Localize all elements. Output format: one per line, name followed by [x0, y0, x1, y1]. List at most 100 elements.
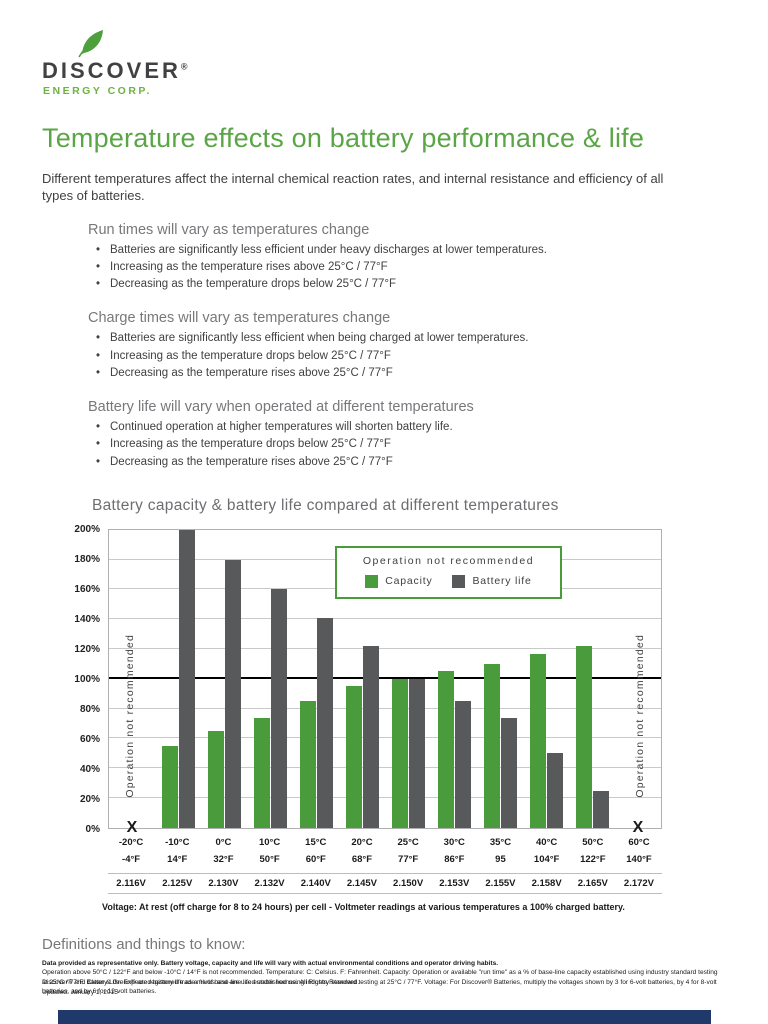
voltage-label: 2.116V — [116, 877, 146, 889]
bullet-item: Batteries are significantly less efficie… — [96, 242, 720, 260]
voltage-label: 2.165V — [577, 877, 608, 889]
next-page-edge-bar — [58, 1010, 711, 1024]
voltage-label: 2.145V — [346, 877, 377, 889]
discover-logo: DISCOVER® ENERGY CORP. — [42, 28, 720, 97]
voltage-label: 2.172V — [623, 877, 655, 889]
bullet-item: Increasing as the temperature rises abov… — [96, 259, 720, 277]
chart-area: 0% 20% 40% 60% 80% 100% 120% 140% 160% 180% 200% O… — [50, 524, 670, 836]
bullet-list: Batteries are significantly less efficie… — [96, 242, 720, 294]
bar-group--10C — [155, 529, 201, 828]
bar-group-10C — [247, 530, 293, 828]
temp-celsius-label: 30°C — [443, 836, 465, 848]
bullet-item: Batteries are significantly less efficie… — [96, 330, 720, 348]
right-not-recommended-annotation: Operation not recommended — [634, 634, 646, 798]
logo-tagline: ENERGY CORP. — [43, 85, 152, 97]
temp-celsius-label: 15°C — [305, 836, 327, 848]
bullet-list: Batteries are significantly less efficie… — [96, 330, 720, 382]
bar-group-40C — [523, 530, 569, 828]
x-axis-labels: -20°C -10°C 0°C 10°C 15°C 20°C 25°C 30°C 35°C 40°… — [108, 837, 662, 894]
bullet-item: Continued operation at higher temperatur… — [96, 419, 720, 437]
battery-life-bar — [178, 529, 195, 828]
y-axis-tick: 60% — [79, 733, 100, 745]
battery-chart: Battery capacity & battery life compared… — [50, 497, 670, 912]
fahrenheit-row: -4°F 14°F 32°F 50°F 60°F 68°F 77°F 86°F 95 104°F 1… — [108, 854, 662, 865]
registered-mark-icon: ® — [180, 61, 188, 72]
y-axis-tick: 80% — [79, 703, 100, 715]
gridline — [109, 648, 661, 650]
temp-fahrenheit-label: 104°F — [533, 853, 560, 865]
temp-fahrenheit-label: 14°F — [167, 853, 188, 865]
y-axis-tick: 180% — [74, 553, 100, 565]
temp-fahrenheit-label: -4°F — [122, 853, 141, 865]
bar-group-0C — [201, 530, 247, 828]
temp-fahrenheit-label: 32°F — [213, 853, 234, 865]
voltage-label: 2.155V — [485, 877, 516, 889]
gridline — [109, 767, 661, 769]
battery-life-bar — [224, 559, 241, 828]
voltage-label: 2.140V — [300, 877, 331, 889]
temp-celsius-label: 60°C — [628, 836, 650, 848]
y-axis-tick: 20% — [79, 793, 100, 805]
battery-life-bar — [592, 790, 609, 828]
temp-fahrenheit-label: 86°F — [444, 853, 465, 865]
bullet-list: Continued operation at higher temperatur… — [96, 419, 720, 471]
battery-life-bar — [454, 701, 471, 828]
page-footer: Discover® and Clean & Green® are registe… — [42, 978, 359, 998]
temp-fahrenheit-label: 140°F — [626, 853, 652, 865]
temp-fahrenheit-label: 122°F — [580, 853, 606, 865]
section-heading: Battery life will vary when operated at … — [88, 399, 474, 416]
chart-legend: Operation not recommended Capacity Batte… — [335, 545, 562, 599]
temp-celsius-label: 20°C — [351, 836, 373, 848]
y-axis-tick: 100% — [74, 673, 100, 685]
bar-group-20C — [339, 530, 385, 828]
section-battery-life: Battery life will vary when operated at … — [88, 399, 720, 471]
reference-line-100pct — [109, 676, 661, 679]
temp-celsius-label: 40°C — [536, 836, 558, 848]
section-charge-times: Charge times will vary as temperatures c… — [88, 310, 720, 382]
gridline — [109, 618, 661, 620]
temp-fahrenheit-label: 68°F — [351, 853, 373, 865]
voltage-label: 2.150V — [393, 877, 424, 889]
temp-fahrenheit-label: 50°F — [259, 853, 280, 865]
y-axis-tick: 120% — [74, 643, 100, 655]
plot-area: Operation not recommended Operation not … — [108, 528, 662, 836]
bullet-item: Increasing as the temperature drops belo… — [96, 348, 720, 366]
battery-life-swatch — [452, 574, 466, 588]
temp-celsius-label: 0°C — [215, 836, 232, 848]
temp-fahrenheit-label: 95 — [495, 853, 506, 865]
voltage-label: 2.158V — [531, 877, 562, 889]
capacity-bar — [437, 671, 454, 828]
temp-celsius-label: -20°C — [118, 836, 144, 848]
page-content: DISCOVER® ENERGY CORP. Temperature effec… — [0, 0, 768, 997]
temp-celsius-label: 35°C — [489, 836, 512, 848]
intro-paragraph: Different temperatures affect the intern… — [42, 170, 664, 204]
footer-trademark-line: Discover® and Clean & Green® are registe… — [42, 979, 360, 987]
capacity-bar — [299, 701, 316, 828]
capacity-bar — [575, 646, 592, 828]
voltage-row: 2.116V 2.125V 2.130V 2.132V 2.140V 2.145V 2.15… — [108, 872, 662, 894]
leaf-icon — [76, 28, 720, 58]
chart-caption: Voltage: At rest (off charge for 8 to 24… — [102, 901, 625, 912]
bullet-item: Decreasing as the temperature rises abov… — [96, 365, 720, 383]
page-title: Temperature effects on battery performan… — [42, 122, 645, 153]
battery-life-bar — [408, 678, 425, 828]
y-axis-tick: 160% — [74, 583, 100, 595]
capacity-bar — [253, 717, 270, 828]
legend-label-battery-life: Battery life — [472, 575, 532, 588]
voltage-label: 2.125V — [162, 877, 193, 889]
temp-celsius-label: 10°C — [258, 836, 281, 848]
y-axis-tick: 140% — [74, 613, 100, 625]
legend-item-capacity: Capacity — [365, 574, 432, 588]
section-run-times: Run times will vary as temperatures chan… — [88, 222, 720, 294]
temp-celsius-label: 25°C — [397, 836, 419, 848]
definitions-line2: Operation above 50°C / 122°F and below -… — [42, 969, 718, 996]
battery-life-bar — [362, 646, 379, 828]
temp-fahrenheit-label: 77°F — [398, 853, 419, 865]
left-not-recommended-annotation: Operation not recommended — [124, 634, 136, 798]
battery-life-bar — [500, 717, 517, 828]
voltage-label: 2.130V — [208, 877, 239, 889]
bar-group--20C: X — [109, 530, 155, 836]
bullet-item: Decreasing as the temperature rises abov… — [96, 454, 720, 472]
temp-celsius-label: -10°C — [165, 836, 190, 848]
